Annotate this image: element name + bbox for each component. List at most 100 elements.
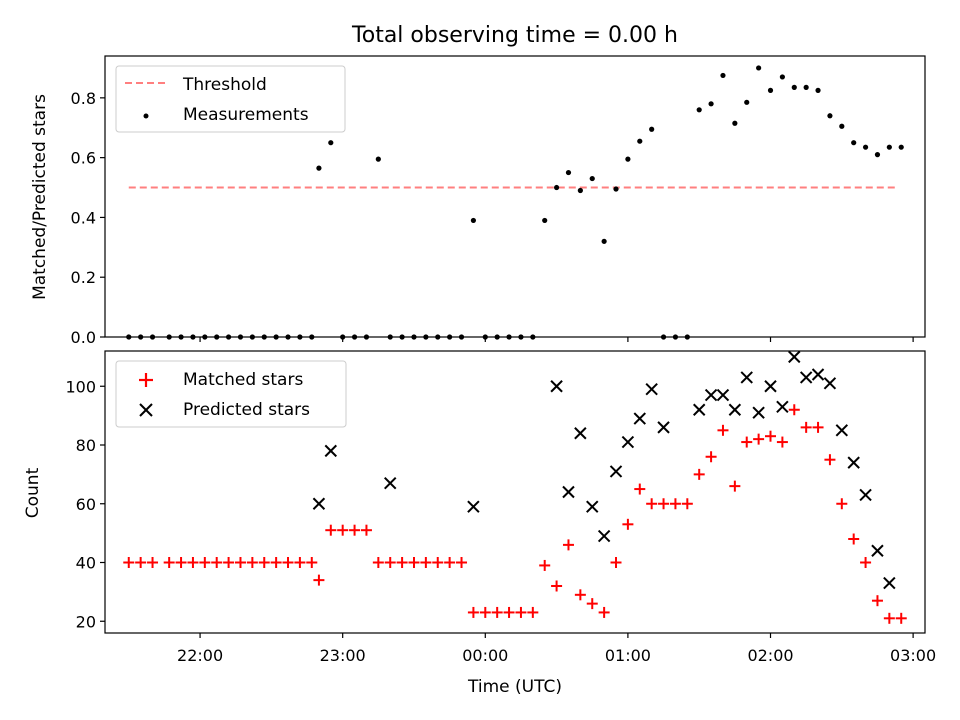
matched-star-point [539, 559, 551, 571]
measurement-point [720, 72, 726, 79]
matched-star-point [199, 557, 211, 568]
matched-star-point [634, 483, 646, 495]
matched-star-point [574, 589, 586, 601]
matched-star-point [294, 557, 306, 568]
matched-star-points [123, 404, 907, 624]
predicted-star-point [384, 476, 397, 490]
predicted-star-point [871, 544, 884, 557]
matched-star-point [527, 606, 539, 618]
predicted-star-point [467, 500, 480, 513]
measurement-point [589, 175, 595, 182]
matched-star-point [163, 557, 175, 568]
measurement-point [542, 217, 548, 224]
measurement-point [553, 184, 560, 191]
matched-star-point [420, 557, 432, 568]
matched-star-point [681, 498, 693, 510]
count-xtick-label: 03:00 [890, 646, 936, 665]
matched-star-point [258, 557, 270, 568]
matched-star-point [717, 424, 729, 436]
matched-star-point [234, 557, 246, 568]
predicted-star-point [609, 465, 623, 478]
matched-star-point [824, 454, 836, 466]
matched-star-point [551, 580, 563, 592]
matched-star-point [456, 557, 468, 568]
matched-star-point [491, 606, 503, 618]
matched-star-point [175, 557, 187, 568]
matched-star-point [444, 557, 456, 568]
matched-star-point [586, 598, 598, 610]
measurement-point [637, 138, 643, 144]
count-xtick-label: 00:00 [462, 646, 508, 665]
predicted-star-point [835, 424, 849, 437]
predicted-star-point [657, 421, 670, 434]
matched-star-point [895, 612, 907, 624]
predicted-star-point [788, 350, 801, 364]
legend-measurements-label: Measurements [183, 105, 309, 125]
measurement-point [862, 144, 869, 150]
matched-star-point [669, 498, 681, 510]
matched-star-point [515, 606, 527, 618]
matched-star-point [187, 557, 199, 568]
predicted-star-point [645, 382, 658, 396]
predicted-star-point [752, 406, 765, 419]
ratio-ytick-label: 0.6 [71, 149, 96, 168]
matched-star-point [788, 404, 800, 416]
measurement-point [767, 87, 774, 93]
ratio-ytick-label: 0.0 [71, 328, 96, 347]
matched-star-point [211, 557, 223, 568]
measurement-point [613, 186, 619, 192]
ratio-ytick-label: 0.8 [71, 89, 96, 108]
predicted-star-point [550, 380, 563, 393]
legend-predicted-label: Predicted stars [183, 400, 310, 420]
matched-star-point [123, 557, 135, 568]
ratio-axes-frame [104, 55, 926, 338]
measurement-point [470, 217, 477, 224]
matched-star-point [812, 421, 824, 433]
measurement-point [886, 144, 892, 150]
measurement-point [791, 84, 797, 90]
matched-star-point [741, 436, 753, 448]
matched-star-point [610, 557, 622, 568]
measurement-point [827, 113, 833, 119]
matched-star-point [135, 557, 147, 568]
x-axis-label: Time (UTC) [467, 677, 562, 697]
count-legend: Matched stars Predicted stars [115, 360, 347, 428]
predicted-star-point [764, 380, 777, 393]
predicted-star-point [562, 485, 575, 499]
predicted-star-points [312, 350, 896, 590]
matched-star-point [147, 557, 159, 568]
measurement-point [649, 126, 655, 132]
predicted-star-point [312, 497, 326, 510]
count-plot-area: 20 40 60 80 100 22:00 23:00 00:00 01:00 02:00 03:… [65, 350, 936, 665]
matched-star-point [776, 436, 788, 448]
count-xtick-label: 23:00 [320, 646, 366, 665]
measurement-point [328, 140, 334, 146]
matched-star-point [313, 574, 325, 586]
matched-star-point [503, 606, 515, 618]
matched-star-point [325, 524, 337, 536]
predicted-star-point [597, 529, 611, 543]
count-ytick-label: 40 [76, 554, 96, 573]
measurement-point [316, 165, 322, 171]
matched-star-point [765, 430, 777, 442]
measurement-point [898, 144, 904, 150]
legend-predicted-swatch [139, 403, 153, 417]
matched-star-point [836, 498, 848, 510]
measurement-point [565, 169, 572, 176]
matched-star-point [622, 518, 634, 530]
measurement-point [744, 99, 750, 105]
matched-star-point [223, 557, 235, 568]
count-ytick-label: 20 [76, 612, 96, 631]
matched-star-point [753, 433, 765, 445]
ratio-ytick-label: 0.4 [71, 208, 96, 227]
matched-star-point [705, 451, 717, 463]
measurement-point [803, 84, 809, 90]
matched-star-point [729, 480, 741, 492]
predicted-star-point [621, 435, 635, 449]
measurement-point [839, 123, 845, 129]
matched-star-point [396, 557, 408, 568]
count-y-ticks: 20 40 60 80 100 [65, 377, 105, 631]
predicted-star-point [859, 488, 872, 502]
measurement-point [625, 156, 631, 162]
